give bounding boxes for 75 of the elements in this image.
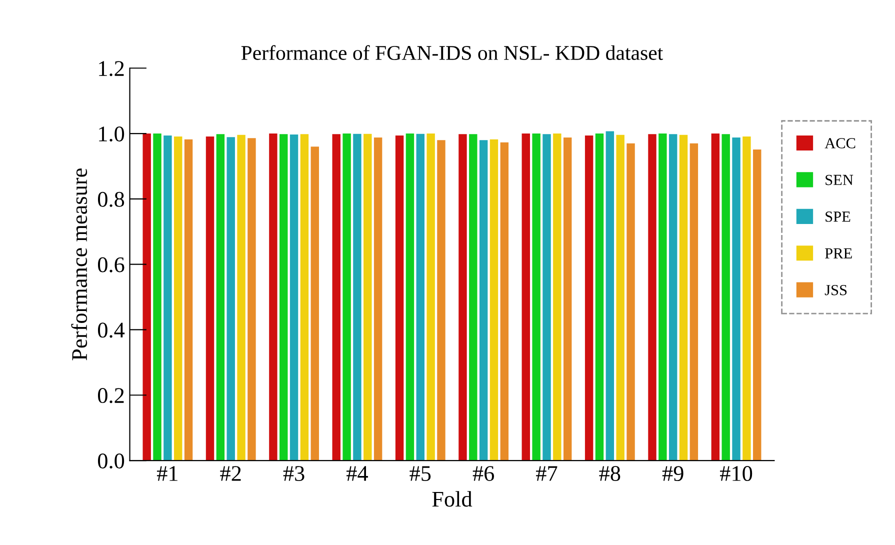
- bar: [711, 134, 720, 461]
- y-axis-title: Performance measure: [71, 168, 88, 360]
- chart-title: Performance of FGAN-IDS on NSL- KDD dataset: [241, 45, 664, 60]
- bar: [374, 137, 382, 461]
- x-tick-label: #9: [662, 466, 684, 482]
- bar: [658, 134, 667, 461]
- bar: [426, 134, 435, 461]
- bar: [500, 142, 509, 461]
- bar: [332, 134, 340, 461]
- bar: [280, 134, 288, 461]
- bar: [342, 134, 351, 461]
- bar: [753, 150, 762, 461]
- y-tick-label: 0.4: [98, 322, 125, 338]
- bar: [690, 143, 698, 461]
- bar: [616, 134, 624, 461]
- bar: [742, 136, 751, 461]
- x-tick-label: #1: [156, 466, 178, 481]
- bar: [142, 134, 151, 461]
- x-tick-label: #7: [536, 466, 558, 481]
- bar: [184, 139, 193, 461]
- bar: [164, 135, 172, 461]
- bar: [226, 137, 235, 461]
- y-tick-label: 0.6: [98, 257, 124, 272]
- bar: [563, 137, 572, 461]
- x-axis-title: Fold: [432, 491, 472, 507]
- y-tick-label: 0.8: [98, 192, 124, 207]
- bar: [300, 134, 309, 461]
- x-tick-label: #2: [220, 466, 241, 481]
- bar: [206, 136, 214, 461]
- x-tick-label: #3: [283, 466, 304, 482]
- bar: [153, 134, 162, 461]
- y-tick-label: 0.2: [98, 388, 124, 404]
- x-tick-label: #5: [410, 466, 431, 482]
- bar: [248, 138, 256, 461]
- bar: [626, 143, 635, 461]
- bar: [437, 140, 446, 461]
- bar: [553, 134, 562, 461]
- bar: [237, 134, 246, 461]
- legend-label: JSS: [824, 284, 847, 296]
- bar: [458, 134, 467, 461]
- y-tick-label: 1.2: [99, 61, 124, 76]
- bar: [668, 134, 678, 461]
- bar: [269, 134, 278, 461]
- bar: [416, 134, 424, 461]
- x-tick-label: #8: [599, 466, 620, 482]
- y-tick-label: 1.0: [99, 126, 124, 142]
- legend-label: ACC: [824, 138, 856, 148]
- legend-label: PRE: [825, 248, 852, 258]
- bar: [732, 137, 740, 461]
- bar: [606, 131, 614, 461]
- bar: [595, 134, 604, 461]
- bar: [174, 136, 182, 461]
- bar: [364, 134, 372, 461]
- y-tick-label: 0.0: [98, 453, 124, 469]
- bar: [584, 135, 594, 461]
- bar: [395, 135, 404, 461]
- legend-label: SEN: [826, 174, 854, 186]
- bar: [310, 146, 319, 461]
- bar: [542, 134, 551, 461]
- bar: [490, 139, 498, 461]
- bar: [353, 134, 362, 461]
- legend-label: SPE: [826, 212, 850, 222]
- bar: [679, 134, 688, 461]
- x-tick-label: #10: [720, 466, 752, 482]
- bar: [406, 134, 414, 461]
- bar: [522, 134, 530, 461]
- bar: [469, 134, 478, 461]
- x-tick-label: #6: [472, 466, 494, 482]
- bar: [648, 134, 656, 461]
- bar: [722, 134, 730, 461]
- bar: [532, 134, 540, 461]
- bar: [290, 134, 298, 461]
- bar: [216, 134, 225, 461]
- bar: [479, 140, 488, 461]
- x-tick-label: #4: [346, 466, 368, 481]
